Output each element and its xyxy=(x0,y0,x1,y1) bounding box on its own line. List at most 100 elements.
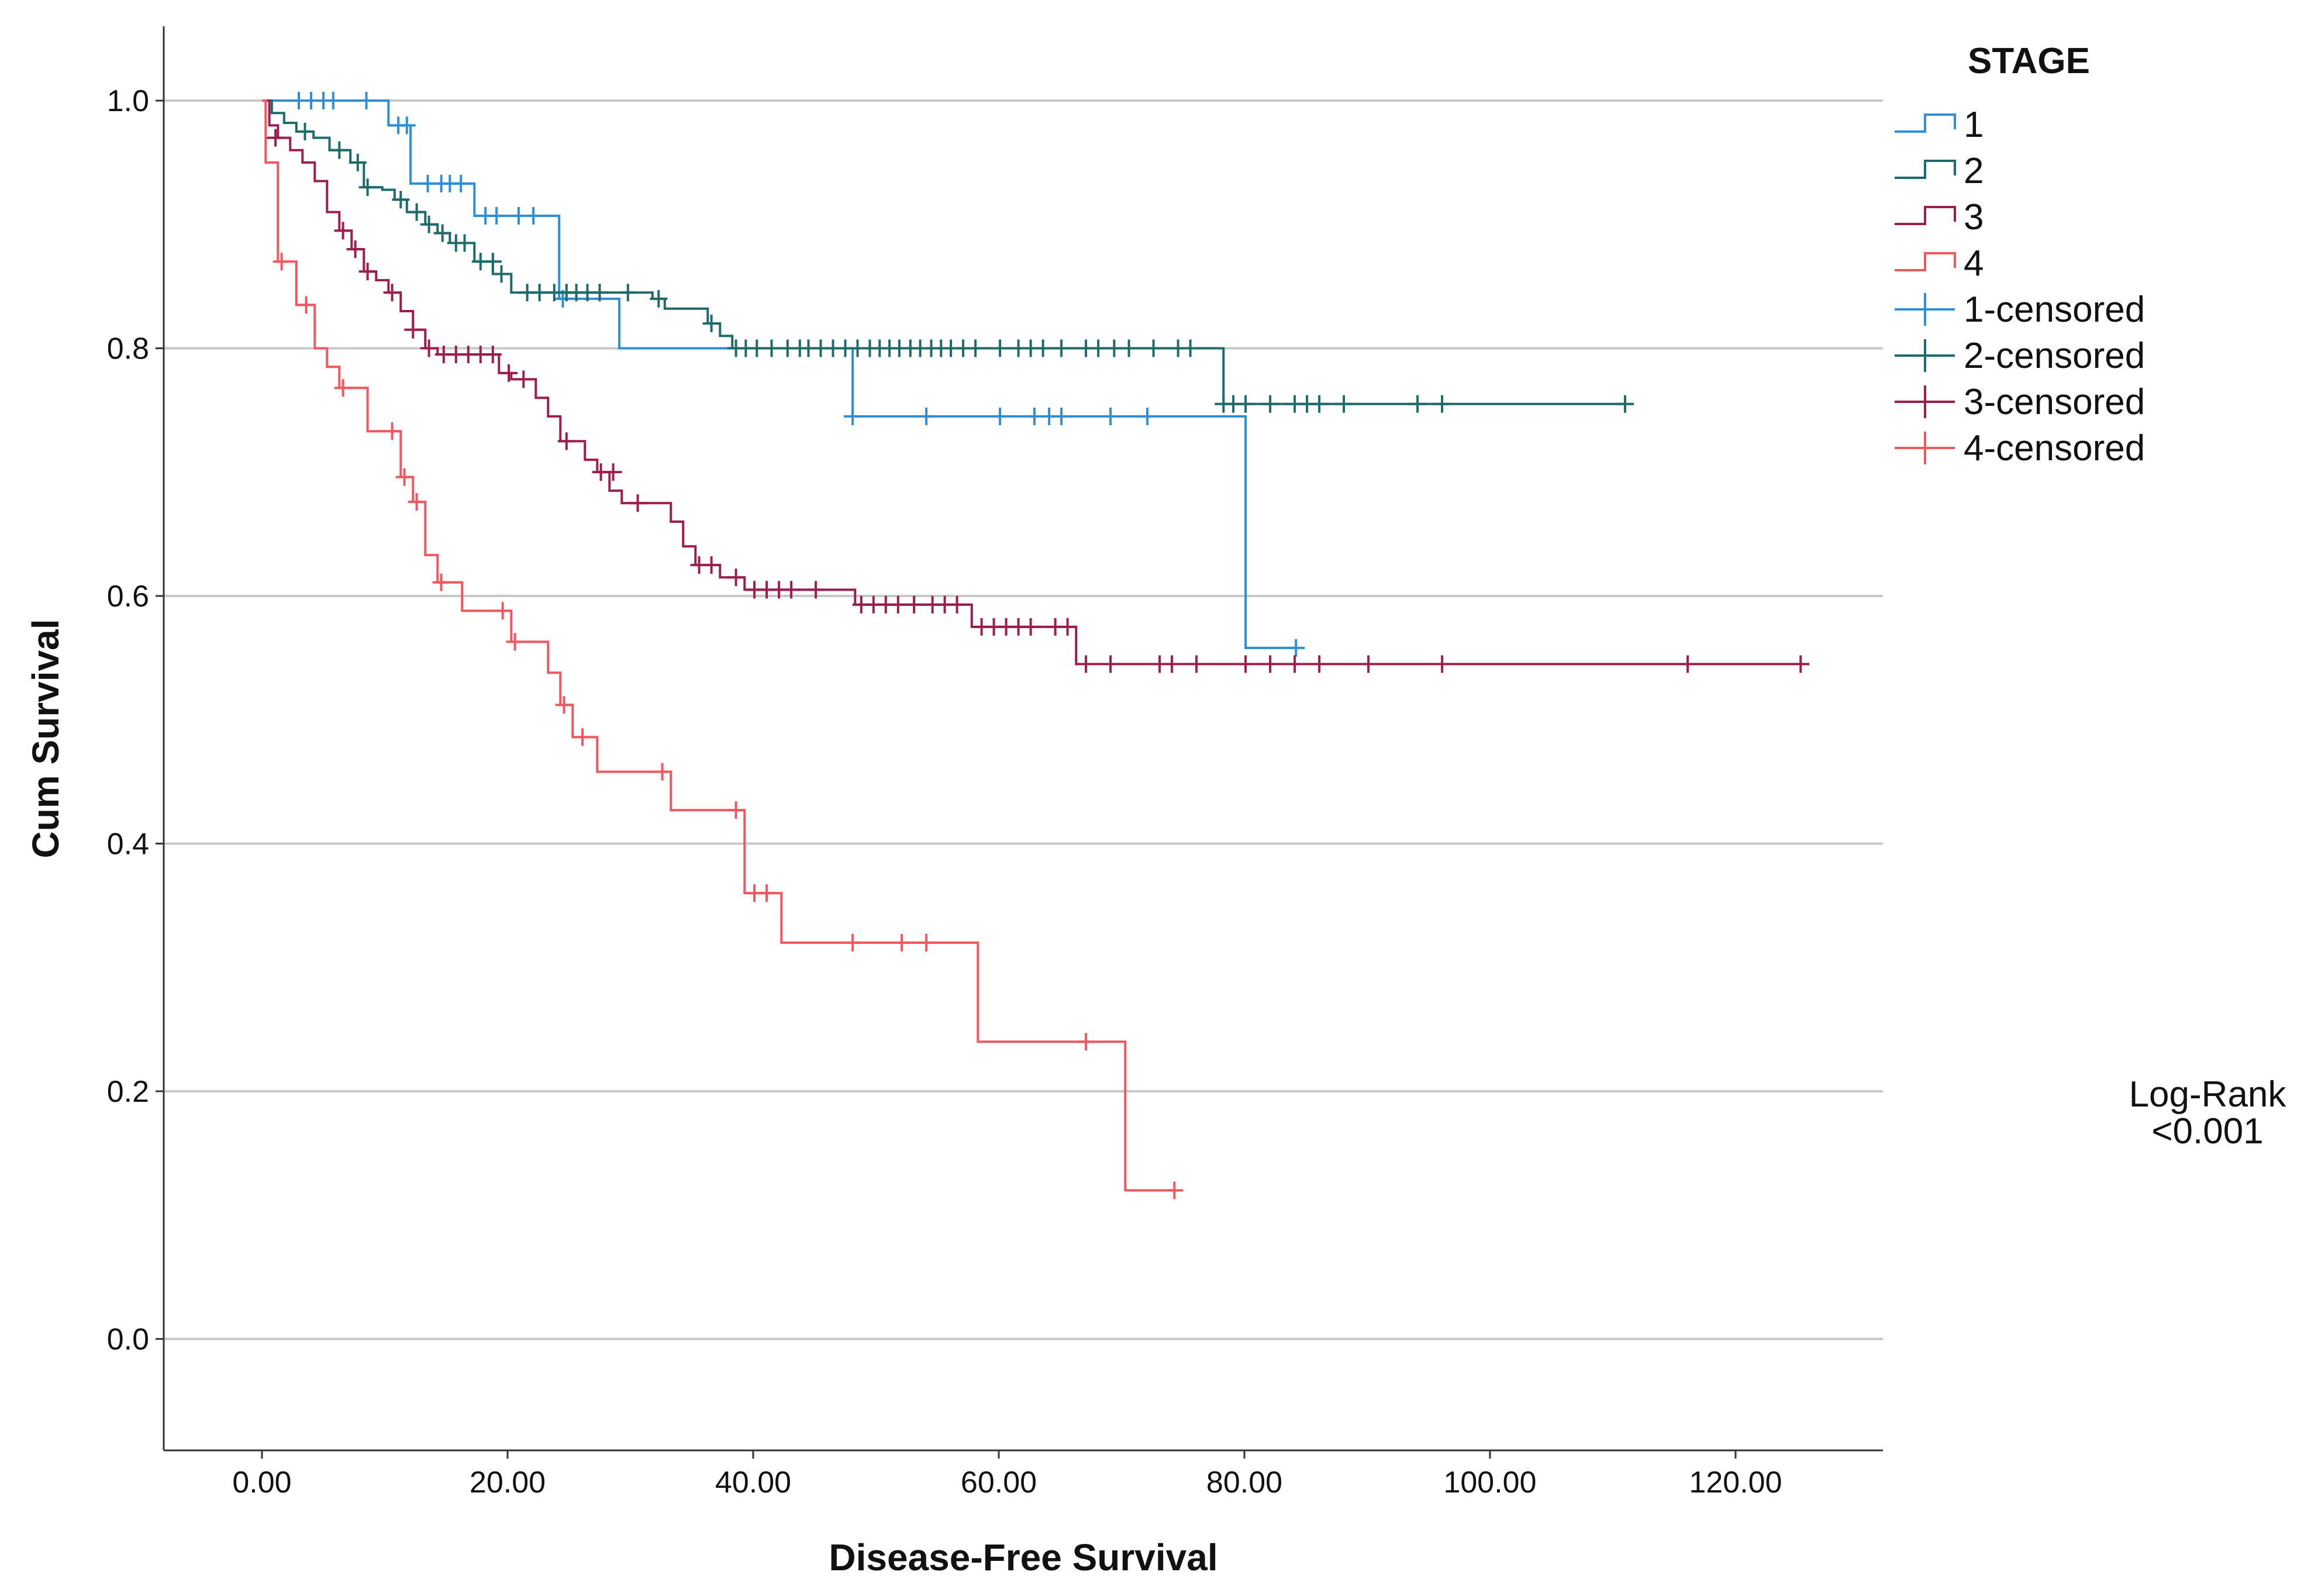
log-rank-value: <0.001 xyxy=(2151,1111,2263,1152)
legend-swatch-censor xyxy=(1895,293,1955,326)
censor-mark-2 xyxy=(967,339,985,357)
censor-mark-4 xyxy=(555,696,573,714)
censor-mark-3 xyxy=(1077,655,1095,673)
censor-mark-1 xyxy=(1287,639,1305,657)
censor-mark-3 xyxy=(807,581,825,599)
censor-mark-4 xyxy=(574,728,592,746)
censor-mark-4 xyxy=(893,933,911,952)
censor-mark-1 xyxy=(1139,407,1157,425)
censor-mark-2 xyxy=(1053,339,1071,357)
censor-mark-2 xyxy=(530,284,549,302)
censor-mark-3 xyxy=(905,595,923,613)
censor-mark-1 xyxy=(509,206,527,225)
legend-entry: 3 xyxy=(1895,197,1984,237)
censor-mark-3 xyxy=(420,339,438,357)
censor-mark-3 xyxy=(629,494,647,512)
censor-mark-3 xyxy=(782,581,801,599)
censor-mark-1 xyxy=(1053,407,1071,425)
x-axis-ticks: 0.00 20.00 40.00 60.00 80.00 100.00 120.00 xyxy=(232,1450,1782,1500)
censor-mark-2 xyxy=(1237,395,1255,413)
censor-mark-1 xyxy=(991,407,1009,425)
censor-mark-3 xyxy=(1310,655,1329,673)
censor-mark-4 xyxy=(334,379,352,397)
legend-label: 2-censored xyxy=(1964,336,2145,376)
censor-mark-1 xyxy=(917,407,936,425)
censor-mark-2 xyxy=(702,315,720,333)
censor-mark-2 xyxy=(433,224,451,242)
censor-mark-2 xyxy=(748,339,766,357)
x-tick-label: 0.00 xyxy=(232,1466,291,1500)
censor-mark-4 xyxy=(272,253,291,271)
censor-mark-2 xyxy=(1409,395,1427,413)
censor-mark-2 xyxy=(1335,395,1353,413)
legend-entry: 2 xyxy=(1895,151,1984,191)
censor-mark-2 xyxy=(408,203,426,221)
censor-mark-1 xyxy=(398,116,416,135)
censor-mark-4 xyxy=(758,884,776,902)
x-tick-label: 40.00 xyxy=(715,1466,791,1500)
series-1 xyxy=(262,92,1305,657)
legend-swatch-step xyxy=(1895,252,1956,271)
censor-mark-3 xyxy=(500,364,518,382)
censor-mark-3 xyxy=(727,568,745,587)
censor-mark-3 xyxy=(948,595,966,613)
x-tick-label: 80.00 xyxy=(1206,1466,1282,1500)
y-tick-label: 0.4 xyxy=(107,827,149,861)
censor-mark-3 xyxy=(1792,655,1810,673)
censor-mark-4 xyxy=(494,602,512,620)
censor-mark-3 xyxy=(1679,655,1697,673)
censor-mark-4 xyxy=(408,493,426,511)
censor-mark-1 xyxy=(1102,407,1120,425)
legend-swatch-step xyxy=(1895,160,1956,179)
censor-mark-4 xyxy=(297,296,315,314)
censor-mark-3 xyxy=(557,432,575,450)
censor-mark-2 xyxy=(349,153,367,171)
legend-label: 1 xyxy=(1964,105,1984,145)
censor-mark-3 xyxy=(1360,655,1378,673)
legend-entry: 1 xyxy=(1895,105,1984,145)
legend: 1 2 3 4 1-censored 2-censored 3-censored 4-cens… xyxy=(1895,105,2145,468)
legend-label: 4 xyxy=(1964,243,1984,284)
censor-mark-2 xyxy=(619,284,637,302)
series-4 xyxy=(262,99,1184,1199)
censor-mark-3 xyxy=(702,556,720,574)
censor-mark-4 xyxy=(383,422,401,440)
censor-mark-3 xyxy=(1058,618,1077,636)
censor-mark-1 xyxy=(844,407,862,425)
censor-mark-2 xyxy=(591,284,609,302)
censor-mark-3 xyxy=(1102,655,1120,673)
censor-mark-4 xyxy=(395,468,413,486)
censor-mark-3 xyxy=(515,370,533,388)
censor-mark-3 xyxy=(889,595,907,613)
legend-swatch-censor xyxy=(1895,432,1955,464)
censor-mark-4 xyxy=(653,763,671,781)
x-tick-label: 100.00 xyxy=(1443,1466,1536,1500)
censor-mark-1 xyxy=(452,174,470,192)
censor-mark-1 xyxy=(488,206,506,225)
censor-mark-3 xyxy=(267,129,285,147)
y-axis-ticks: 0.0 0.2 0.4 0.6 0.8 1.0 xyxy=(107,84,164,1356)
censor-mark-2 xyxy=(1433,395,1451,413)
y-tick-label: 0.6 xyxy=(107,580,149,613)
censor-mark-3 xyxy=(1286,655,1304,673)
censor-mark-2 xyxy=(991,339,1009,357)
censor-mark-3 xyxy=(1433,655,1451,673)
censor-mark-4 xyxy=(506,633,524,651)
censor-mark-1 xyxy=(357,92,375,110)
censor-mark-4 xyxy=(727,801,745,819)
legend-swatch-step xyxy=(1895,113,1956,133)
x-axis-title: Disease-Free Survival xyxy=(829,1536,1217,1578)
censor-mark-3 xyxy=(604,463,622,481)
legend-label: 1-censored xyxy=(1964,289,2145,330)
censor-mark-3 xyxy=(1188,655,1206,673)
censor-mark-2 xyxy=(1120,339,1138,357)
x-tick-label: 60.00 xyxy=(961,1466,1037,1500)
censor-mark-3 xyxy=(383,284,401,302)
y-tick-label: 1.0 xyxy=(107,84,149,118)
censor-mark-2 xyxy=(1310,395,1329,413)
legend-entry: 2-censored xyxy=(1895,336,2145,376)
censor-mark-3 xyxy=(404,320,422,339)
legend-label: 3 xyxy=(1964,197,1984,237)
legend-label: 4-censored xyxy=(1964,428,2145,468)
censor-mark-2 xyxy=(492,265,510,283)
